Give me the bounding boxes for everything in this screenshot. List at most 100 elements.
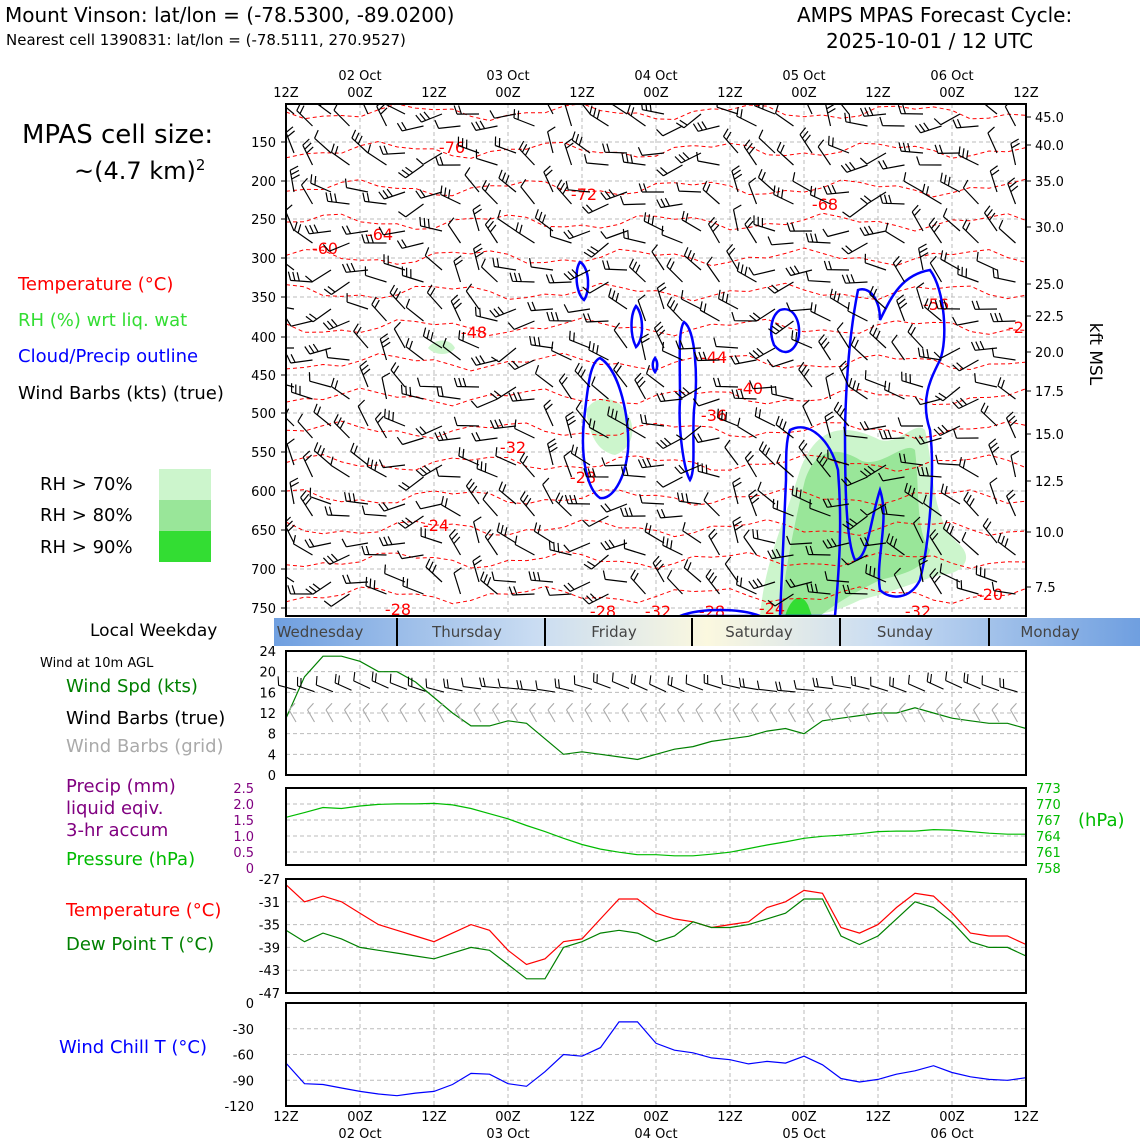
wind-barb <box>997 377 1016 400</box>
wind-barb <box>563 229 591 240</box>
wind-barb <box>472 204 482 232</box>
wind-barb <box>843 426 868 439</box>
wind-barb <box>342 574 369 584</box>
wind-barb <box>699 301 720 322</box>
wind-barb <box>645 365 665 388</box>
wind-barb <box>841 274 868 284</box>
legend-wind-speed: Wind Spd (kts) <box>66 676 198 697</box>
wind-barb <box>341 225 369 235</box>
wind-barb <box>351 129 369 154</box>
weekday-title: Local Weekday <box>90 621 218 641</box>
temperature-contour <box>286 454 1026 473</box>
wind-barb <box>313 442 332 466</box>
wind-barb <box>547 438 558 466</box>
wind-chill-line <box>285 1021 1027 1097</box>
temperature-contour-label: -28 <box>1008 318 1034 337</box>
wind-barb <box>922 183 942 205</box>
wind-barb <box>508 359 535 371</box>
wind-barb <box>722 128 739 154</box>
wind-barb <box>381 372 391 400</box>
wind-barb <box>786 222 813 232</box>
wind-barb <box>934 144 961 154</box>
grid-wind-barb <box>788 702 796 723</box>
wind-barb <box>509 272 535 283</box>
wind-barb <box>286 307 295 310</box>
wind-barb <box>825 372 834 400</box>
temperature-contour <box>286 585 1026 605</box>
wind-barb <box>471 432 498 442</box>
wind-barb <box>1004 104 1017 127</box>
surface-wind-barb <box>516 679 537 692</box>
wind-barb <box>313 403 332 427</box>
wind-barb <box>880 504 905 517</box>
panel-frame-chill <box>285 1002 1027 1107</box>
grid-wind-barb <box>325 702 334 723</box>
wind-barb <box>916 466 942 478</box>
wind-barb <box>475 149 498 166</box>
precip-tick-label: 0 <box>246 862 254 877</box>
wind-barb <box>716 104 739 115</box>
wind-barb <box>810 302 831 322</box>
pressure-tick-label: 150 <box>251 136 276 151</box>
grid-wind-barb <box>584 702 593 723</box>
cloud-outline <box>678 320 698 483</box>
surface-wind-barb <box>296 676 315 693</box>
grid-wind-barb <box>344 702 352 723</box>
wind-barb <box>929 568 943 595</box>
wind-barb <box>613 361 628 388</box>
top-time-label: 00Z <box>939 86 965 101</box>
grid-wind-barb <box>455 702 463 723</box>
wind-barb <box>988 438 1000 466</box>
wind-barb <box>350 442 369 466</box>
wind-barb <box>914 435 942 445</box>
wind-barb <box>378 536 406 547</box>
wind-barb <box>474 306 498 322</box>
wind-barb <box>767 548 794 560</box>
wind-barb <box>305 308 332 323</box>
wind-barb <box>682 522 702 544</box>
pressure-tick-label: 250 <box>251 213 276 228</box>
wind-barb <box>305 269 332 283</box>
wind-barb <box>489 110 517 119</box>
wind-barb <box>286 106 295 115</box>
surface-wind-barb <box>443 678 463 692</box>
wind-barb <box>785 265 813 277</box>
wind-barb <box>840 161 868 173</box>
wind-barb <box>458 330 480 349</box>
legend-cloud: Cloud/Precip outline <box>18 346 199 367</box>
wind-barb <box>869 285 887 310</box>
wind-barb <box>799 127 813 154</box>
nearest-cell-info: Nearest cell 1390831: lat/lon = (-78.511… <box>6 31 406 49</box>
surface-wind-barb <box>926 672 944 690</box>
pressure-tick-label: 650 <box>251 524 276 539</box>
cloud-outline <box>769 308 801 354</box>
top-date-label: 02 Oct <box>338 69 381 84</box>
wind-barb <box>366 457 387 478</box>
legend-rh70-swatch <box>159 469 211 500</box>
wind-barb <box>842 584 868 595</box>
wind-barb <box>361 505 387 517</box>
wind-barb <box>396 436 424 446</box>
wind-barb <box>752 529 776 544</box>
surface-wind-barb <box>945 671 963 689</box>
wind-barb <box>492 257 517 271</box>
wind-barb <box>333 104 350 127</box>
bottom-date-label: 03 Oct <box>486 1127 529 1140</box>
wind-barb <box>731 311 757 322</box>
wind-barb <box>508 586 535 596</box>
wind-barb <box>934 299 961 310</box>
wind-barb <box>859 503 887 516</box>
wind-barb <box>330 456 350 478</box>
cloud-outline <box>679 608 761 616</box>
wind-barb <box>754 407 776 427</box>
surface-wind-barb <box>315 675 334 693</box>
wind-barb <box>644 522 665 544</box>
wind-barb <box>639 494 665 505</box>
rh-shaded-region <box>780 447 930 616</box>
top-date-label: 06 Oct <box>930 69 973 84</box>
pressure-tick-label: 600 <box>251 485 276 500</box>
grid-wind-barb <box>381 702 389 723</box>
wind-barb <box>897 417 923 427</box>
wind-tick-label: 24 <box>259 645 276 660</box>
panel-frame-wind <box>285 650 1027 776</box>
